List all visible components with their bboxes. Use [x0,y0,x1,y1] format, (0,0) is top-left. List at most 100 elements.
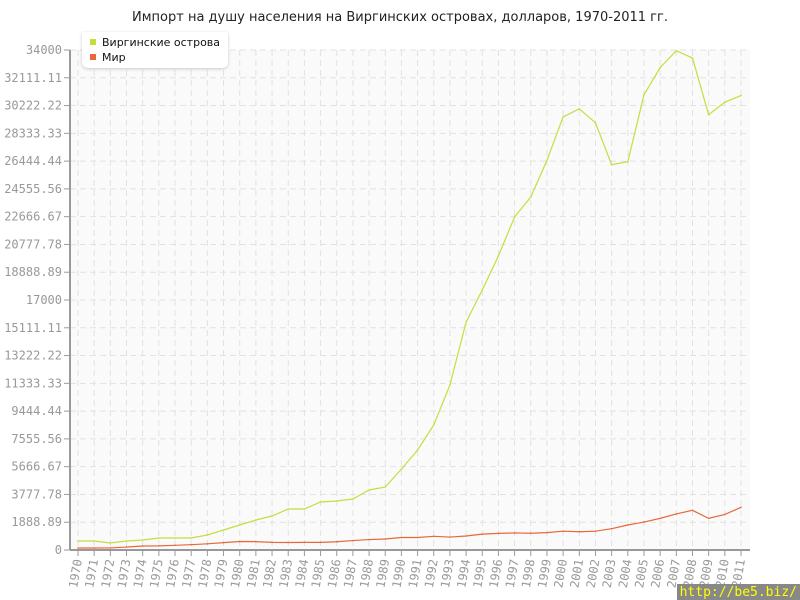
data-point [271,515,273,517]
y-tick-label: 17000 [26,293,62,307]
x-tick-label: 1984 [293,558,312,589]
data-point [255,519,257,521]
data-point [627,524,629,526]
data-point [481,533,484,535]
data-point [287,541,290,544]
legend: Виргинские острова Мир [82,32,228,68]
x-tick-label: 2010 [713,558,732,589]
data-point [335,540,338,543]
x-tick-label: 1997 [503,558,522,589]
data-point [594,530,597,532]
data-point [222,529,225,531]
data-point [465,535,467,537]
data-point [125,546,128,548]
data-point [691,57,694,59]
data-point [109,547,112,549]
data-point [190,543,192,546]
data-point [578,530,581,533]
data-point [449,384,451,386]
x-tick-label: 2011 [729,558,748,589]
legend-item-world[interactable]: Мир [90,51,126,65]
x-tick-label: 2003 [600,558,619,589]
data-point [141,539,144,541]
y-tick-label: 28333.33 [4,126,62,140]
data-point [352,539,354,542]
y-tick-label: 15111.11 [4,321,62,335]
y-tick-label: 13222.22 [4,349,62,363]
data-point [610,163,613,166]
x-tick-label: 1991 [406,558,425,589]
x-tick-label: 1981 [244,558,263,589]
data-point [675,49,678,52]
data-point [513,532,516,534]
data-point [271,541,273,544]
data-point [432,424,435,426]
x-tick-label: 1978 [196,558,215,589]
y-tick-label: 26444.44 [4,154,62,168]
x-tick-label: 1980 [228,558,247,589]
data-point [740,94,742,97]
x-tick-label: 1987 [341,558,360,589]
data-point [594,121,597,124]
x-tick-label: 1998 [519,558,538,589]
x-tick-label: 1985 [309,558,328,589]
y-tick-label: 20777.78 [4,237,62,251]
x-tick-label: 2001 [567,558,586,589]
data-point [93,540,95,542]
data-point [255,540,257,543]
data-point [562,530,564,532]
data-point [627,160,629,163]
data-point [174,537,176,539]
data-point [238,540,241,543]
data-point [643,521,645,523]
x-tick-label: 1973 [115,558,134,589]
legend-label: Мир [102,51,126,64]
x-tick-label: 2000 [551,558,570,589]
x-tick-label: 2002 [584,558,603,589]
data-point [707,517,710,520]
y-tick-label: 30222.22 [4,99,62,113]
data-point [416,536,419,539]
series-line-1 [78,506,742,549]
data-point [109,542,112,544]
y-tick-label: 1888.89 [11,515,62,529]
data-point [691,509,694,512]
y-tick-label: 7555.56 [11,432,62,446]
data-point [352,498,354,500]
data-point [319,541,322,544]
legend-label: Виргинские острова [102,36,221,49]
y-tick-label: 0 [55,543,62,557]
x-tick-label: 1983 [276,558,295,589]
x-tick-label: 1986 [325,558,344,589]
legend-item-virgin-islands[interactable]: Виргинские острова [90,36,220,50]
data-point [481,289,484,291]
y-tick-label: 22666.67 [4,210,62,224]
data-point [384,538,387,540]
watermark[interactable]: http://be5.biz/ [676,584,800,600]
x-tick-label: 1970 [66,558,85,589]
data-point [206,543,209,545]
x-tick-label: 2007 [664,558,683,589]
data-point [707,113,710,116]
data-point [578,108,581,110]
data-point [238,524,241,526]
data-point [432,535,435,538]
data-point [400,536,403,539]
data-point [610,527,613,530]
x-tick-label: 2008 [681,558,700,589]
data-point [546,159,548,162]
data-point [303,508,306,510]
y-tick-label: 11333.33 [4,376,62,390]
x-tick-label: 1977 [179,558,198,589]
data-point [319,501,322,503]
data-point [529,196,532,198]
y-tick-label: 9444.44 [11,404,62,418]
x-tick-label: 1976 [163,558,182,589]
legend-swatch [90,39,96,45]
data-point [368,489,370,491]
x-tick-label: 1994 [454,558,473,589]
data-point [675,513,678,515]
data-point [287,508,290,510]
y-tick-label: 5666.67 [11,460,62,474]
